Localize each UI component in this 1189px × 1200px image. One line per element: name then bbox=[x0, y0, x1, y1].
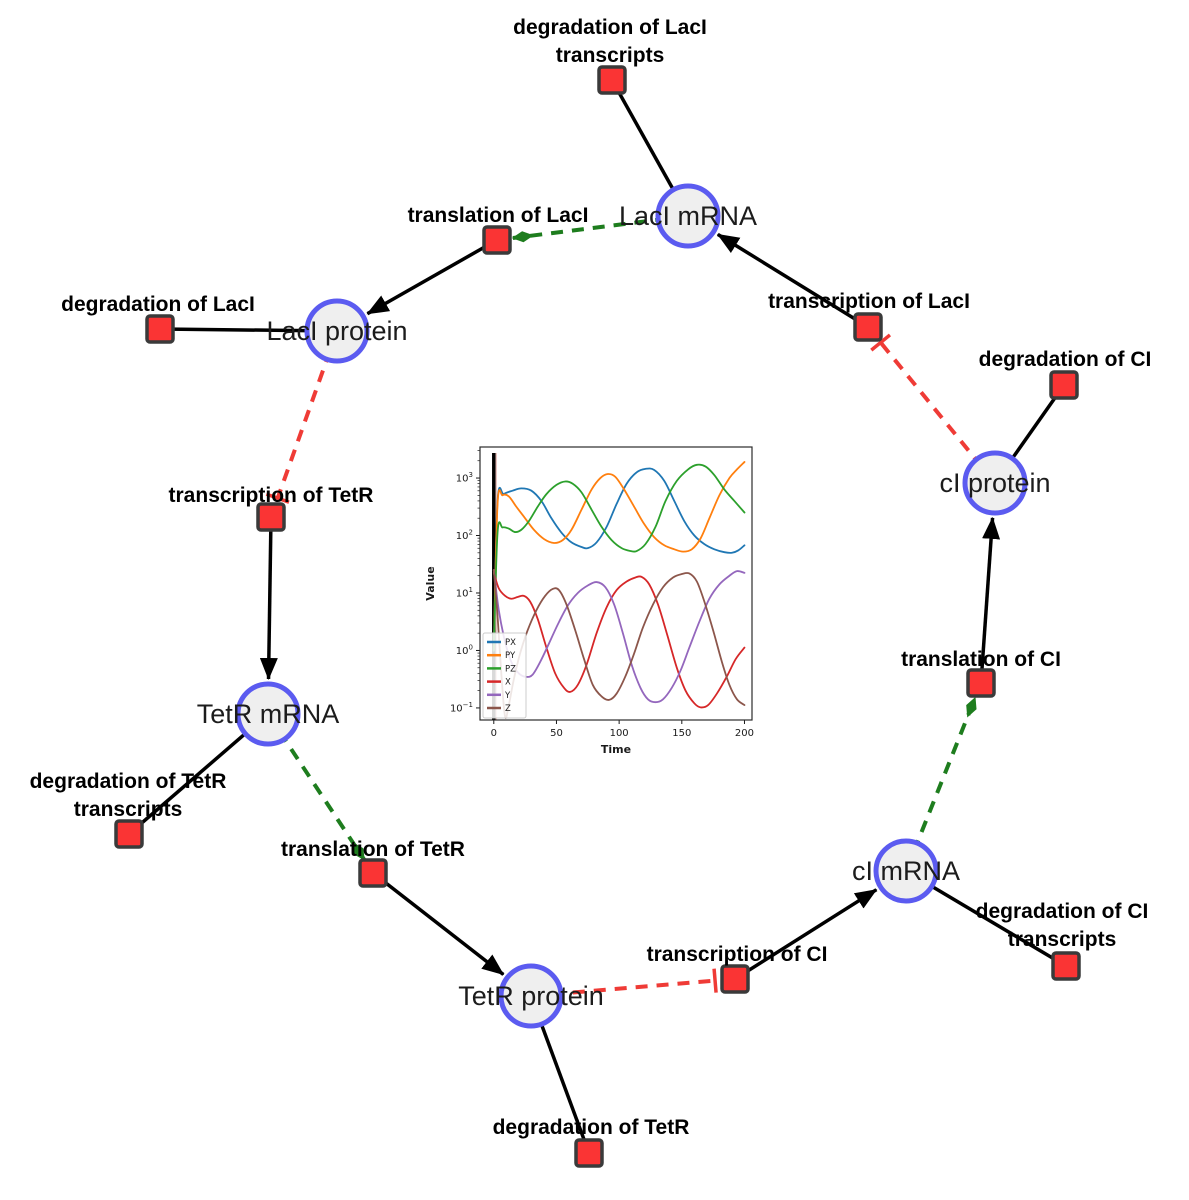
reaction-square[interactable] bbox=[256, 502, 286, 532]
species-circle[interactable] bbox=[304, 298, 370, 364]
species-label-ci-protein: cI protein bbox=[939, 468, 1050, 498]
legend-label-PX: PX bbox=[505, 638, 516, 648]
y-tick-label: 10−1 bbox=[450, 701, 473, 715]
labels-layer: LacI mRNA LacI protein TetR mRNA TetR prote… bbox=[30, 16, 1152, 1139]
reaction-label-transcription-of-tetr: transcription of TetR bbox=[169, 484, 374, 507]
reaction-square[interactable] bbox=[358, 858, 388, 888]
reaction-label-degradation-of-laci: degradation of LacI bbox=[61, 293, 255, 316]
reaction-node-transcription-of-ci[interactable] bbox=[720, 964, 750, 994]
edge-product-transcription-of-laci-to-laci-mrna bbox=[716, 232, 869, 329]
x-tick-label: 0 bbox=[491, 728, 497, 739]
series-PZ bbox=[492, 463, 746, 652]
species-node-tetr-protein[interactable] bbox=[498, 963, 564, 1029]
edge-product-translation-of-laci-to-laci-protein bbox=[366, 238, 498, 316]
species-circle[interactable] bbox=[235, 681, 301, 747]
legend-label-PZ: PZ bbox=[505, 664, 516, 674]
species-label-tetr-protein: TetR protein bbox=[458, 981, 604, 1011]
species-circle[interactable] bbox=[655, 183, 721, 249]
reaction-label-degradation-of-tetr: degradation of TetR bbox=[493, 1116, 690, 1139]
edge-product-translation-of-ci-to-ci-protein bbox=[979, 516, 1001, 684]
y-tick-label: 103 bbox=[456, 471, 473, 485]
reaction-square[interactable] bbox=[574, 1138, 604, 1168]
reaction-label-transcription-of-ci: transcription of CI bbox=[647, 943, 828, 966]
edge-product-transcription-of-ci-to-ci-mrna bbox=[734, 888, 878, 981]
chart-frame bbox=[479, 446, 753, 721]
reaction-node-degradation-of-tetr-transcripts[interactable] bbox=[114, 819, 144, 849]
reaction-label-degradation-of-tetr-transcripts: degradation of TetR transcripts bbox=[30, 770, 227, 821]
chart-legend: PX PY PZ XYZ bbox=[482, 632, 527, 719]
reaction-node-degradation-of-laci[interactable] bbox=[145, 314, 175, 344]
reaction-square[interactable] bbox=[1051, 951, 1081, 981]
species-node-tetr-mrna[interactable] bbox=[235, 681, 301, 747]
edge-product-translation-of-tetr-to-tetr-protein bbox=[371, 871, 505, 976]
legend-label-X: X bbox=[505, 678, 511, 688]
species-node-laci-mrna[interactable] bbox=[655, 183, 721, 249]
reaction-node-degradation-of-ci[interactable] bbox=[1049, 370, 1079, 400]
species-label-laci-protein: LacI protein bbox=[266, 316, 407, 346]
series-PY bbox=[492, 461, 746, 652]
reaction-node-transcription-of-laci[interactable] bbox=[853, 312, 883, 342]
nodes-layer bbox=[114, 65, 1081, 1168]
reaction-label-translation-of-tetr: translation of TetR bbox=[281, 838, 465, 861]
y-tick-label: 101 bbox=[456, 586, 473, 600]
reaction-label-degradation-of-laci-transcripts: degradation of LacI transcripts bbox=[513, 16, 707, 67]
species-circle[interactable] bbox=[498, 963, 564, 1029]
y-axis-label: Value bbox=[424, 566, 437, 600]
reaction-square[interactable] bbox=[966, 668, 996, 698]
legend-label-Y: Y bbox=[504, 691, 511, 701]
reaction-node-degradation-of-tetr[interactable] bbox=[574, 1138, 604, 1168]
x-tick-label: 200 bbox=[735, 728, 754, 739]
edge-product-transcription-of-tetr-to-tetr-mrna bbox=[259, 516, 278, 681]
reaction-node-translation-of-laci[interactable] bbox=[482, 225, 512, 255]
reaction-label-degradation-of-ci: degradation of CI bbox=[979, 348, 1152, 371]
reaction-node-transcription-of-tetr[interactable] bbox=[256, 502, 286, 532]
reaction-node-translation-of-ci[interactable] bbox=[966, 668, 996, 698]
reaction-square[interactable] bbox=[145, 314, 175, 344]
x-tick-label: 100 bbox=[610, 728, 629, 739]
species-node-ci-mrna[interactable] bbox=[873, 838, 939, 904]
series-PX bbox=[492, 467, 746, 652]
species-circle[interactable] bbox=[873, 838, 939, 904]
reaction-node-degradation-of-laci-transcripts[interactable] bbox=[597, 65, 627, 95]
y-tick-label: 100 bbox=[456, 643, 473, 657]
reaction-label-degradation-of-ci-transcripts: degradation of CI transcripts bbox=[976, 900, 1149, 951]
reaction-label-transcription-of-laci: transcription of LacI bbox=[768, 290, 970, 313]
inset-chart: 0 50 100 150 20010−1100101102103TimeValuePXP… bbox=[424, 446, 754, 756]
species-circle[interactable] bbox=[962, 450, 1028, 516]
reaction-square[interactable] bbox=[114, 819, 144, 849]
reaction-square[interactable] bbox=[853, 312, 883, 342]
species-label-tetr-mrna: TetR mRNA bbox=[197, 699, 340, 729]
species-node-ci-protein[interactable] bbox=[962, 450, 1028, 516]
reaction-square[interactable] bbox=[720, 964, 750, 994]
x-tick-label: 50 bbox=[550, 728, 563, 739]
reaction-label-translation-of-laci: translation of LacI bbox=[408, 204, 589, 227]
reaction-node-degradation-of-ci-transcripts[interactable] bbox=[1051, 951, 1081, 981]
reaction-label-translation-of-ci: translation of CI bbox=[901, 648, 1061, 671]
legend-label-Z: Z bbox=[505, 704, 511, 714]
species-node-laci-protein[interactable] bbox=[304, 298, 370, 364]
reaction-square[interactable] bbox=[482, 225, 512, 255]
x-axis-label: Time bbox=[601, 743, 631, 756]
reaction-node-translation-of-tetr[interactable] bbox=[358, 858, 388, 888]
x-tick-label: 150 bbox=[672, 728, 691, 739]
reaction-square[interactable] bbox=[1049, 370, 1079, 400]
y-tick-label: 102 bbox=[456, 529, 473, 543]
legend-label-PY: PY bbox=[505, 651, 516, 661]
species-label-laci-mrna: LacI mRNA bbox=[619, 201, 757, 231]
species-label-ci-mrna: cI mRNA bbox=[852, 856, 960, 886]
reaction-square[interactable] bbox=[597, 65, 627, 95]
